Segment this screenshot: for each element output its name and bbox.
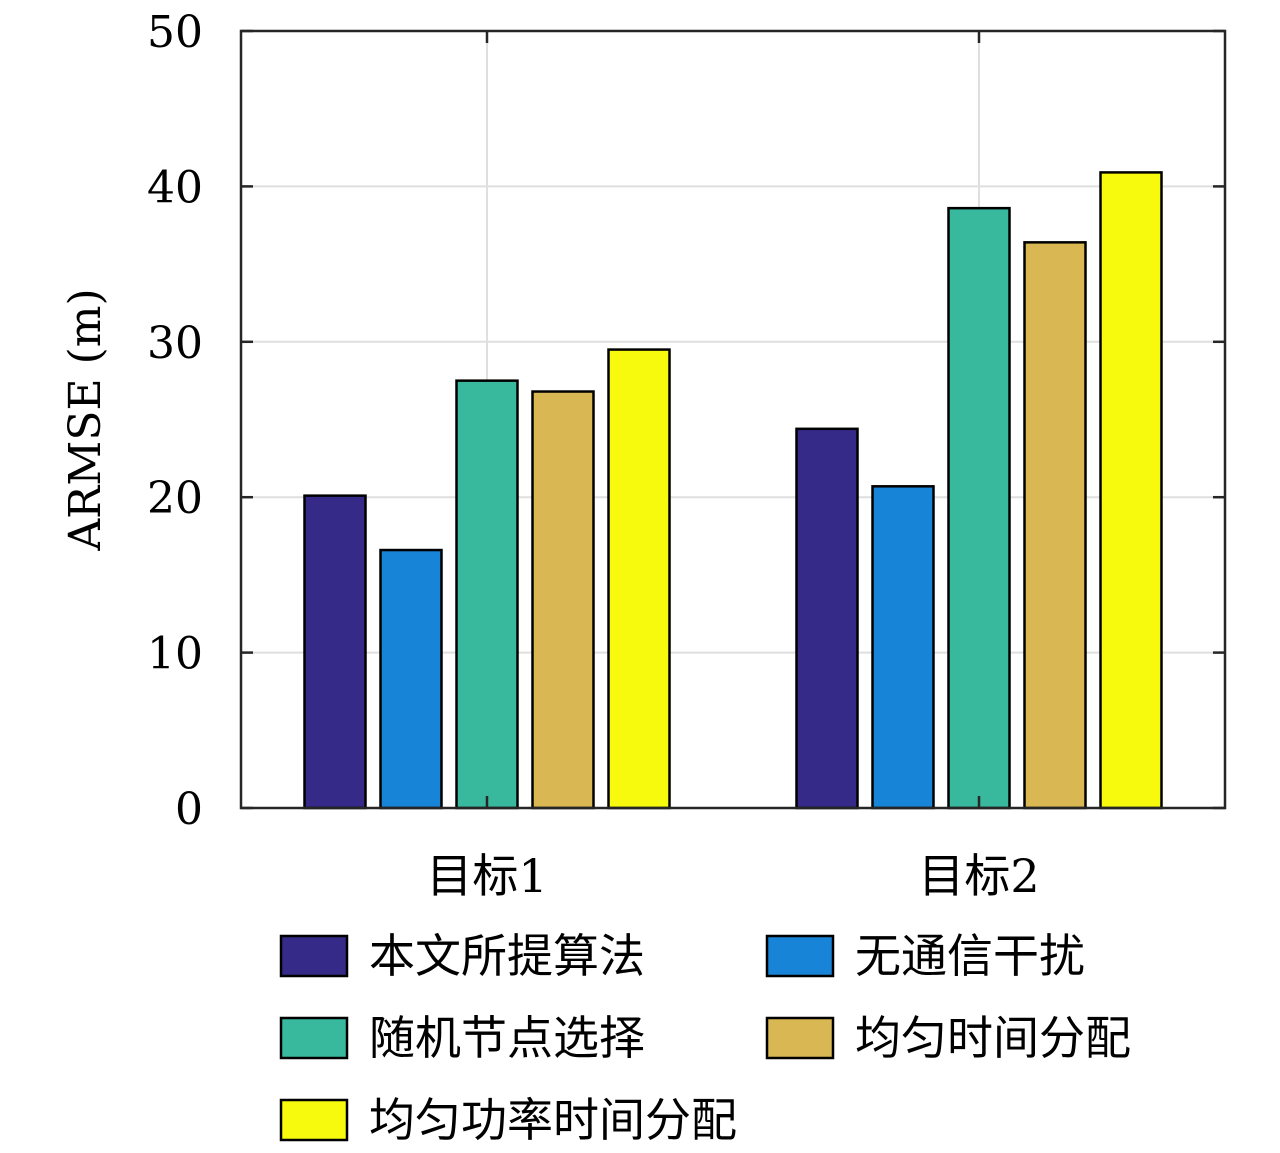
bar-series-2-category-0: [455, 379, 519, 810]
y-tick-labels: 0 10 20 30 40 50: [147, 7, 203, 835]
legend-label-3: 均匀时间分配: [855, 1011, 1131, 1065]
y-tick-label-0: 0: [175, 784, 203, 835]
bar-series-3-category-1: [1023, 241, 1087, 810]
legend-swatch-4: [279, 1098, 349, 1142]
axis-ticks: [241, 29, 1225, 810]
axes-frame: [239, 29, 1227, 810]
x-category-label-1: 目标2: [918, 849, 1039, 903]
x-category-labels: 目标1 目标2: [426, 849, 1039, 903]
bar-series-4-category-1: [1099, 171, 1163, 810]
bar-series-4-category-0: [607, 348, 671, 810]
legend-label-1: 无通信干扰: [855, 929, 1085, 983]
y-tick-label-3: 30: [147, 318, 203, 369]
legend-swatch-3: [765, 1016, 835, 1060]
legend-swatch-0: [279, 934, 349, 978]
legend-label-2: 随机节点选择: [369, 1011, 645, 1065]
legend-swatch-2: [279, 1016, 349, 1060]
y-tick-label-1: 10: [147, 629, 203, 680]
bar-series-0-category-1: [795, 427, 859, 810]
bar-series-1-category-0: [379, 548, 443, 810]
y-tick-label-5: 50: [147, 7, 203, 58]
x-category-label-0: 目标1: [426, 849, 547, 903]
y-tick-label-4: 40: [147, 162, 203, 213]
bar-series-2-category-1: [947, 206, 1011, 810]
legend-swatch-1: [765, 934, 835, 978]
bar-series-1-category-1: [871, 485, 935, 810]
y-axis-label: ARMSE (m): [60, 288, 111, 551]
legend-label-0: 本文所提算法: [369, 929, 645, 983]
legend-label-4: 均匀功率时间分配: [369, 1093, 737, 1147]
bar-series-0-category-0: [303, 494, 367, 810]
bars: [303, 171, 1163, 810]
y-tick-label-2: 20: [147, 473, 203, 524]
bar-series-3-category-0: [531, 390, 595, 810]
